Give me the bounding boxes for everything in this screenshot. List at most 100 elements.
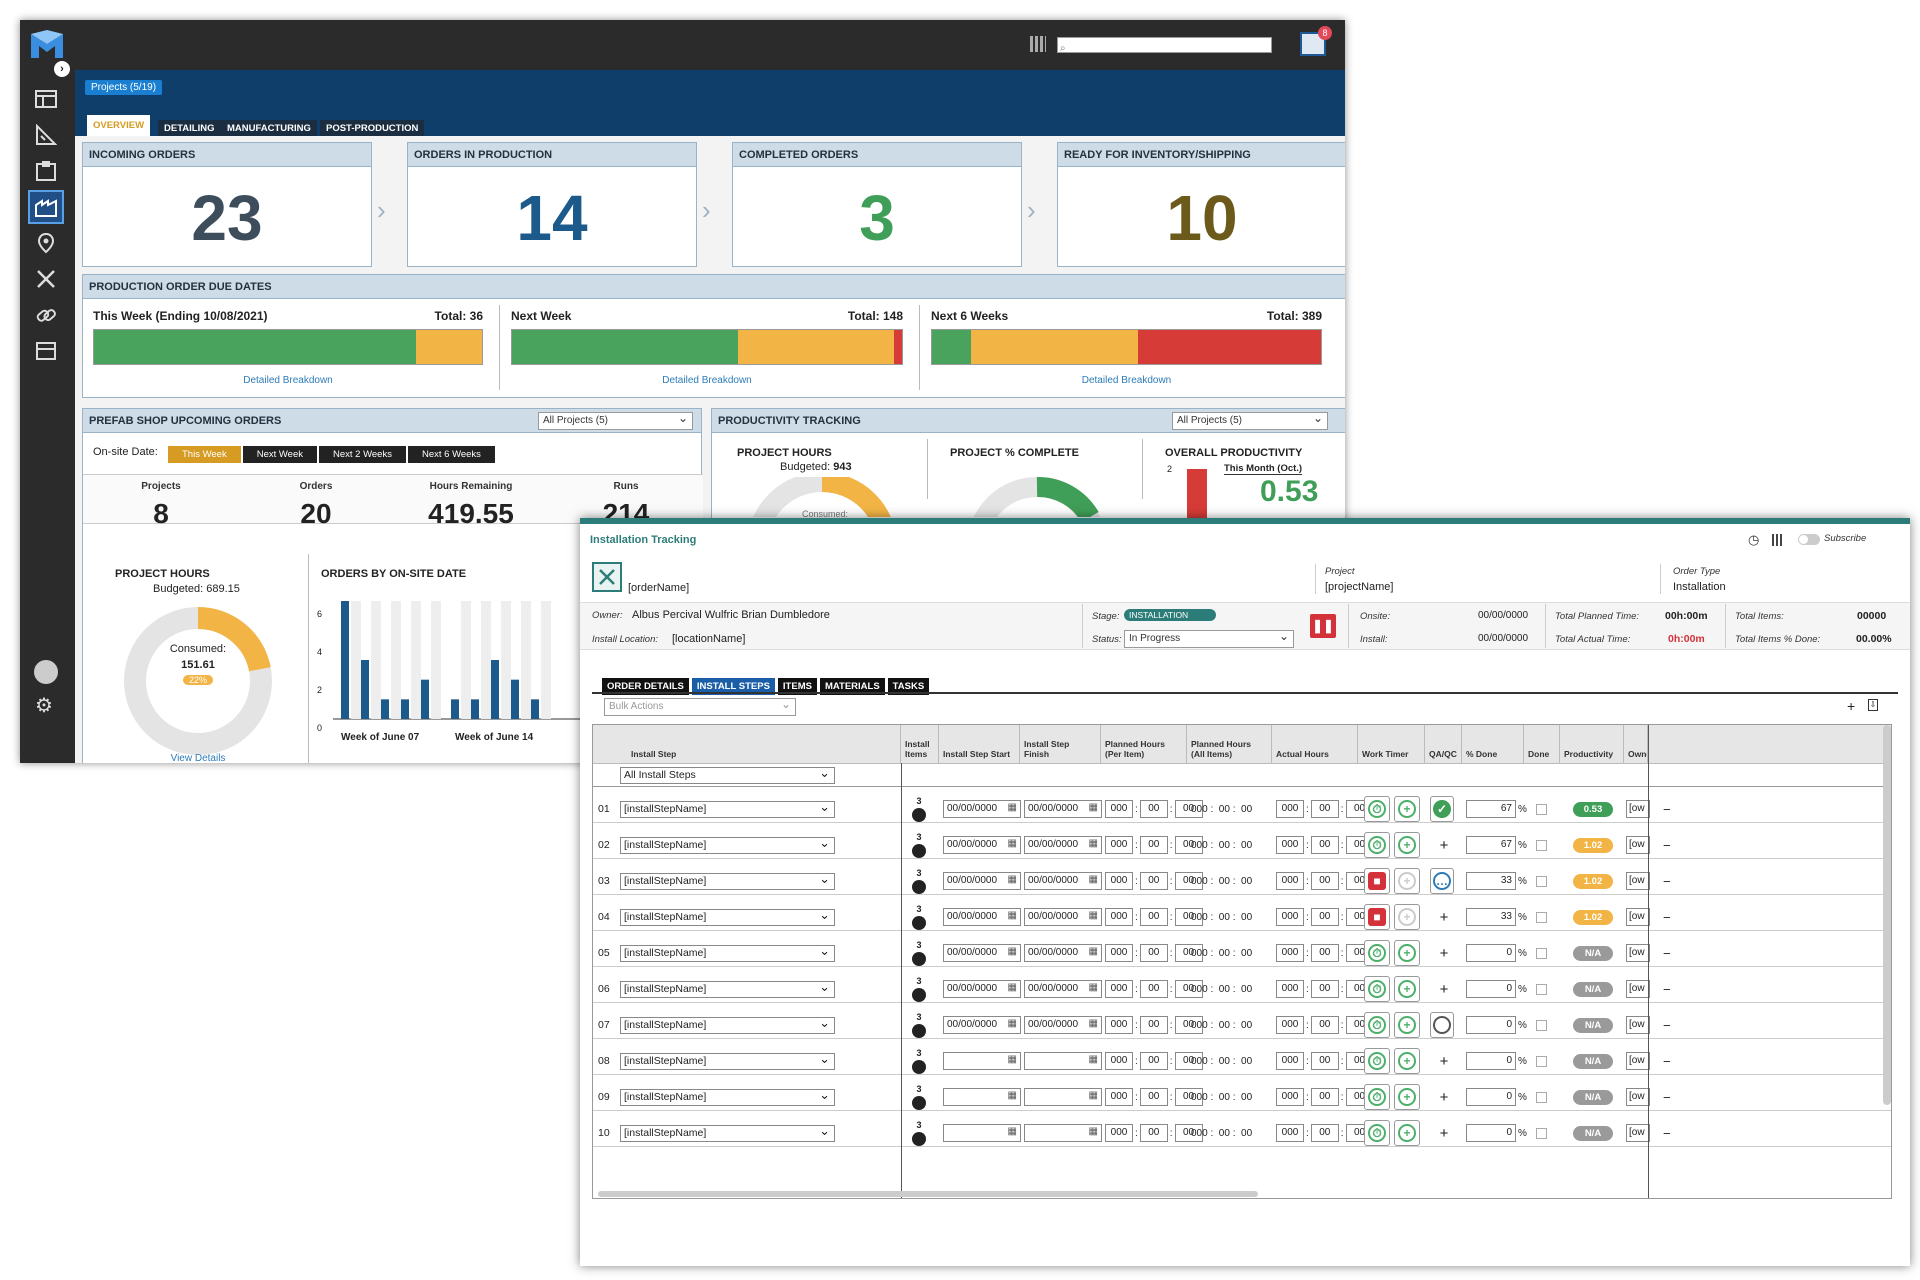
seconds-field[interactable]: 00 <box>1174 1124 1203 1142</box>
step-finish-date-field[interactable]: 00/00/0000 <box>1024 1016 1102 1034</box>
tab-post-production[interactable]: POST-PRODUCTION <box>320 120 425 136</box>
install-items-count[interactable]: 3 <box>910 1084 928 1110</box>
orders-bar[interactable] <box>361 660 369 719</box>
pill-next-week[interactable]: Next Week <box>242 446 317 463</box>
owner-field[interactable]: [ow <box>1626 1124 1650 1142</box>
hours-field[interactable]: 000 <box>1276 1088 1304 1106</box>
install-step-select[interactable]: [installStepName] <box>620 907 835 926</box>
pct-done-field[interactable]: 67 <box>1466 800 1516 818</box>
hours-field[interactable]: 000 <box>1276 980 1304 998</box>
work-timer-icon[interactable]: ⏱ <box>1364 1120 1390 1146</box>
install-items-count[interactable]: 3 <box>910 832 928 858</box>
tab-manufacturing[interactable]: MANUFACTURING <box>221 120 317 136</box>
pause-icon[interactable]: ❚❚ <box>1310 614 1336 638</box>
col-work-timer[interactable]: Work Timer <box>1358 725 1425 763</box>
minutes-field[interactable]: 00 <box>1310 1088 1339 1106</box>
horizontal-scrollbar[interactable] <box>598 1191 1258 1197</box>
pill-next-6-weeks[interactable]: Next 6 Weeks <box>407 446 495 463</box>
kpi-completed-orders[interactable]: COMPLETED ORDERS 3 <box>732 142 1022 267</box>
install-items-count[interactable]: 3 <box>910 904 928 930</box>
col-step-start[interactable]: Install Step Start <box>939 725 1020 763</box>
vertical-scrollbar[interactable] <box>1883 725 1891 1105</box>
install-step-select[interactable]: [installStepName] <box>620 835 835 854</box>
remove-row-icon[interactable]: − <box>1663 1053 1671 1069</box>
step-finish-date-field[interactable]: 00/00/0000 <box>1024 800 1102 818</box>
done-checkbox[interactable] <box>1536 803 1547 815</box>
install-step-select[interactable]: [installStepName] <box>620 943 835 962</box>
timer-add-icon[interactable]: + <box>1394 940 1420 966</box>
hours-field[interactable]: 000 <box>1105 836 1133 854</box>
step-finish-date-field[interactable]: 00/00/0000 <box>1024 908 1102 926</box>
qa-passed-icon[interactable]: ✓ <box>1430 796 1454 822</box>
seconds-field[interactable]: 00 <box>1174 800 1203 818</box>
orders-bar[interactable] <box>381 699 389 719</box>
minutes-field[interactable]: 00 <box>1310 836 1339 854</box>
pct-done-field[interactable]: 0 <box>1466 980 1516 998</box>
done-checkbox[interactable] <box>1536 983 1547 995</box>
qa-empty-icon[interactable] <box>1430 1012 1454 1038</box>
work-timer-icon[interactable]: ⏱ <box>1364 976 1390 1002</box>
hours-field[interactable]: 000 <box>1276 1124 1304 1142</box>
detailed-breakdown-link[interactable]: Detailed Breakdown <box>243 375 333 386</box>
tab-detailing[interactable]: DETAILING <box>158 120 221 136</box>
col-owner[interactable]: Owner <box>1624 725 1648 763</box>
done-checkbox[interactable] <box>1536 947 1547 959</box>
timer-add-icon[interactable]: + <box>1394 1120 1420 1146</box>
pct-done-field[interactable]: 33 <box>1466 872 1516 890</box>
col-pct-done[interactable]: % Done <box>1462 725 1524 763</box>
step-finish-date-field[interactable]: 00/00/0000 <box>1024 944 1102 962</box>
step-start-date-field[interactable]: 00/00/0000 <box>943 944 1021 962</box>
minutes-field[interactable]: 00 <box>1139 1016 1168 1034</box>
hours-field[interactable]: 000 <box>1105 800 1133 818</box>
minutes-field[interactable]: 00 <box>1139 800 1168 818</box>
hours-field[interactable]: 000 <box>1105 872 1133 890</box>
install-items-count[interactable]: 3 <box>910 1048 928 1074</box>
app-logo-icon[interactable] <box>29 30 65 60</box>
install-step-select[interactable]: [installStepName] <box>620 1051 835 1070</box>
orders-bar[interactable] <box>341 601 349 719</box>
orders-bar[interactable] <box>421 679 429 719</box>
bulk-actions-select[interactable]: Bulk Actions <box>604 697 796 716</box>
install-step-select[interactable]: [installStepName] <box>620 799 835 818</box>
qa-add-icon[interactable]: + <box>1439 1052 1449 1070</box>
minutes-field[interactable]: 00 <box>1310 980 1339 998</box>
tab-overview[interactable]: OVERVIEW <box>87 115 151 136</box>
pct-done-field[interactable]: 67 <box>1466 836 1516 854</box>
hours-field[interactable]: 000 <box>1276 872 1304 890</box>
search-input[interactable]: ⌕ <box>1057 37 1272 54</box>
timer-add-icon[interactable]: + <box>1394 1012 1420 1038</box>
minutes-field[interactable]: 00 <box>1139 836 1168 854</box>
minutes-field[interactable]: 00 <box>1310 872 1339 890</box>
seconds-field[interactable]: 00 <box>1174 980 1203 998</box>
seconds-field[interactable]: 00 <box>1174 908 1203 926</box>
status-select[interactable]: In Progress <box>1124 629 1294 648</box>
remove-row-icon[interactable]: − <box>1663 1125 1671 1141</box>
pct-done-field[interactable]: 0 <box>1466 1088 1516 1106</box>
owner-field[interactable]: [ow <box>1626 836 1650 854</box>
minutes-field[interactable]: 00 <box>1139 944 1168 962</box>
step-start-date-field[interactable] <box>943 1052 1021 1070</box>
work-timer-icon[interactable]: ⏱ <box>1364 1048 1390 1074</box>
col-productivity[interactable]: Productivity <box>1560 725 1624 763</box>
minutes-field[interactable]: 00 <box>1310 1124 1339 1142</box>
hours-field[interactable]: 000 <box>1105 908 1133 926</box>
done-checkbox[interactable] <box>1536 1091 1547 1103</box>
col-step-finish[interactable]: Install Step Finish <box>1020 725 1101 763</box>
remove-row-icon[interactable]: − <box>1663 837 1671 853</box>
owner-field[interactable]: [ow <box>1626 908 1650 926</box>
owner-field[interactable]: [ow <box>1626 800 1650 818</box>
remove-row-icon[interactable]: − <box>1663 1089 1671 1105</box>
step-finish-date-field[interactable] <box>1024 1088 1102 1106</box>
col-done[interactable]: Done <box>1524 725 1560 763</box>
sidebar-item-location[interactable] <box>28 226 64 260</box>
add-icon[interactable]: + <box>1847 698 1856 714</box>
tab-tasks[interactable]: TASKS <box>887 678 930 695</box>
pct-done-field[interactable]: 0 <box>1466 944 1516 962</box>
step-finish-date-field[interactable]: 00/00/0000 <box>1024 980 1102 998</box>
work-timer-icon[interactable]: ⏱ <box>1364 940 1390 966</box>
done-checkbox[interactable] <box>1536 1019 1547 1031</box>
work-timer-icon[interactable]: ■ <box>1364 904 1390 930</box>
minutes-field[interactable]: 00 <box>1139 872 1168 890</box>
col-qa-qc[interactable]: QA/QC <box>1425 725 1462 763</box>
qa-pending-icon[interactable]: … <box>1430 868 1454 894</box>
